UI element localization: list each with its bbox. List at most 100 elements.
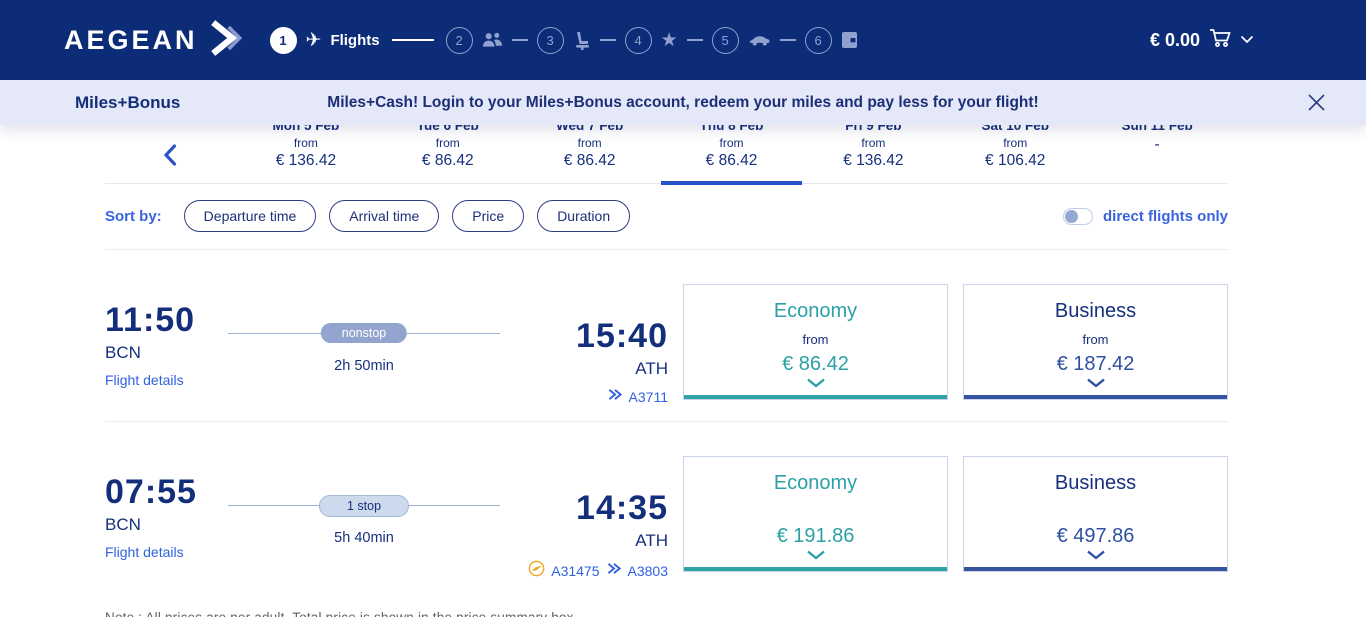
departure-airport: BCN xyxy=(105,343,141,362)
arrival-time: 15:40 xyxy=(576,317,668,355)
fare-price: € 187.42 xyxy=(1056,353,1135,375)
cart-amount: € 0.00 xyxy=(1149,29,1200,50)
departure-block: 07:55 BCN Flight details xyxy=(105,472,210,582)
step-1-flights[interactable]: 1 ✈ Flights xyxy=(269,26,380,54)
fare-from-label: from xyxy=(802,332,829,347)
fare-class-title: Economy xyxy=(773,472,858,494)
banner-message: Miles+Cash! Login to your Miles+Bonus ac… xyxy=(327,93,1039,111)
cart-summary[interactable]: € 0.00 xyxy=(1150,27,1254,54)
passengers-icon xyxy=(482,31,503,49)
fare-price: € 497.86 xyxy=(1056,525,1135,547)
aegean-logo[interactable]: AEGEAN xyxy=(64,18,244,63)
stepper-divider xyxy=(779,39,796,41)
booking-stepper: 1 ✈ Flights 2 3 xyxy=(269,26,858,54)
miles-bonus-banner: Miles+Bonus Miles+Cash! Login to your Mi… xyxy=(0,80,1366,125)
fare-accent-bar xyxy=(684,567,947,571)
sort-departure-time-button[interactable]: Departure time xyxy=(183,200,317,232)
fare-from-label xyxy=(684,504,947,519)
aegean-carrier-icon xyxy=(607,388,623,406)
step-6-number: 6 xyxy=(804,26,832,54)
flight-numbers: A3711 xyxy=(518,388,668,406)
chevron-left-icon xyxy=(163,143,177,171)
step-1-number: 1 xyxy=(269,26,297,54)
step-5-car[interactable]: 5 xyxy=(711,26,771,54)
departure-block: 11:50 BCN Flight details xyxy=(105,300,210,406)
fare-accent-bar xyxy=(684,395,947,399)
step-4-number: 4 xyxy=(624,26,652,54)
sort-price-button[interactable]: Price xyxy=(452,200,525,232)
fare-class-title: Business xyxy=(1054,472,1137,494)
chevron-down-icon xyxy=(1240,31,1254,49)
economy-fare-card[interactable]: Economy € 191.86 xyxy=(683,456,948,572)
stepper-divider xyxy=(391,39,434,41)
car-icon xyxy=(748,33,771,47)
sort-arrival-time-button[interactable]: Arrival time xyxy=(329,200,440,232)
arrival-airport: ATH xyxy=(635,531,668,550)
sort-bar: Sort by: Departure time Arrival time Pri… xyxy=(105,200,1228,250)
flight-number: A3711 xyxy=(628,389,668,405)
flights-icon: ✈ xyxy=(305,29,322,51)
flight-details-link[interactable]: Flight details xyxy=(105,544,184,560)
departure-time: 11:50 xyxy=(105,301,196,339)
arrival-block: 15:40 ATH A3711 xyxy=(518,300,668,406)
aegean-carrier-icon xyxy=(606,562,622,580)
date-tab-sun-11-feb[interactable]: Sun 11 Feb - xyxy=(1121,118,1193,153)
step-5-number: 5 xyxy=(711,26,739,54)
route-line: nonstop xyxy=(228,312,500,356)
step-4-extras[interactable]: 4 ★ xyxy=(624,26,678,54)
date-tab-mon-5-feb[interactable]: Mon 5 Feb from € 136.42 xyxy=(272,118,340,169)
step-2-passengers[interactable]: 2 xyxy=(445,26,503,54)
direct-flights-filter: direct flights only xyxy=(1062,207,1228,225)
flight-details-link[interactable]: Flight details xyxy=(105,372,184,388)
fare-price: € 191.86 xyxy=(776,525,855,547)
direct-flights-label: direct flights only xyxy=(1102,207,1228,225)
stepper-divider xyxy=(599,39,616,41)
lufthansa-carrier-icon xyxy=(528,560,545,582)
price-note: Note : All prices are per adult. Total p… xyxy=(105,610,1228,617)
fare-accent-bar xyxy=(964,395,1227,399)
stepper-divider xyxy=(511,39,528,41)
departure-time: 07:55 xyxy=(105,473,197,511)
route-line: 1 stop xyxy=(228,484,500,528)
business-fare-card[interactable]: Business € 497.86 xyxy=(963,456,1228,572)
departure-airport: BCN xyxy=(105,515,141,534)
flight-duration: 5h 40min xyxy=(334,530,394,546)
flight-itinerary: 11:50 BCN Flight details nonstop 2h 50mi… xyxy=(105,284,668,406)
fare-class-title: Business xyxy=(1054,300,1137,322)
miles-bonus-logo: Miles+Bonus xyxy=(75,92,181,112)
aegean-logo-text: AEGEAN xyxy=(64,24,198,55)
direct-flights-toggle[interactable] xyxy=(1062,207,1093,225)
date-tab-sat-10-feb[interactable]: Sat 10 Feb from € 106.42 xyxy=(981,118,1049,169)
chevron-down-icon xyxy=(684,378,947,388)
chevron-down-icon xyxy=(964,378,1227,388)
sort-duration-button[interactable]: Duration xyxy=(537,200,631,232)
step-2-number: 2 xyxy=(445,26,473,54)
flight-number: A31475 xyxy=(551,563,600,579)
fare-from-label xyxy=(964,504,1227,519)
date-tab-tue-6-feb[interactable]: Tue 6 Feb from € 86.42 xyxy=(416,118,479,169)
flight-result-row: 07:55 BCN Flight details 1 stop 5h 40min… xyxy=(105,456,1228,582)
arrival-time: 14:35 xyxy=(576,489,668,527)
step-3-number: 3 xyxy=(536,26,564,54)
date-tab-wed-7-feb[interactable]: Wed 7 Feb from € 86.42 xyxy=(556,118,624,169)
date-tab-thu-8-feb-selected[interactable]: Thu 8 Feb from € 86.42 xyxy=(660,117,803,185)
flight-numbers: A31475 A3803 xyxy=(518,560,668,582)
wallet-icon xyxy=(841,30,858,50)
previous-dates-button[interactable] xyxy=(105,117,235,183)
economy-fare-card[interactable]: Economy from € 86.42 xyxy=(683,284,948,400)
flight-duration: 2h 50min xyxy=(334,358,394,374)
route-block: nonstop 2h 50min xyxy=(228,300,500,406)
star-icon: ★ xyxy=(660,29,678,51)
close-icon[interactable] xyxy=(1307,93,1326,112)
step-3-seats[interactable]: 3 xyxy=(536,26,591,54)
fare-from-label: from xyxy=(1082,332,1109,347)
seat-icon xyxy=(573,31,591,50)
date-tab-fri-9-feb[interactable]: Fri 9 Feb from € 136.42 xyxy=(843,118,904,169)
flight-number: A3803 xyxy=(627,563,668,579)
cart-icon xyxy=(1208,27,1232,54)
results-page: Mon 5 Feb from € 136.42 Tue 6 Feb from €… xyxy=(105,117,1228,617)
sort-by-label: Sort by: xyxy=(105,207,162,225)
step-1-label: Flights xyxy=(330,31,380,49)
step-6-payment[interactable]: 6 xyxy=(804,26,858,54)
business-fare-card[interactable]: Business from € 187.42 xyxy=(963,284,1228,400)
